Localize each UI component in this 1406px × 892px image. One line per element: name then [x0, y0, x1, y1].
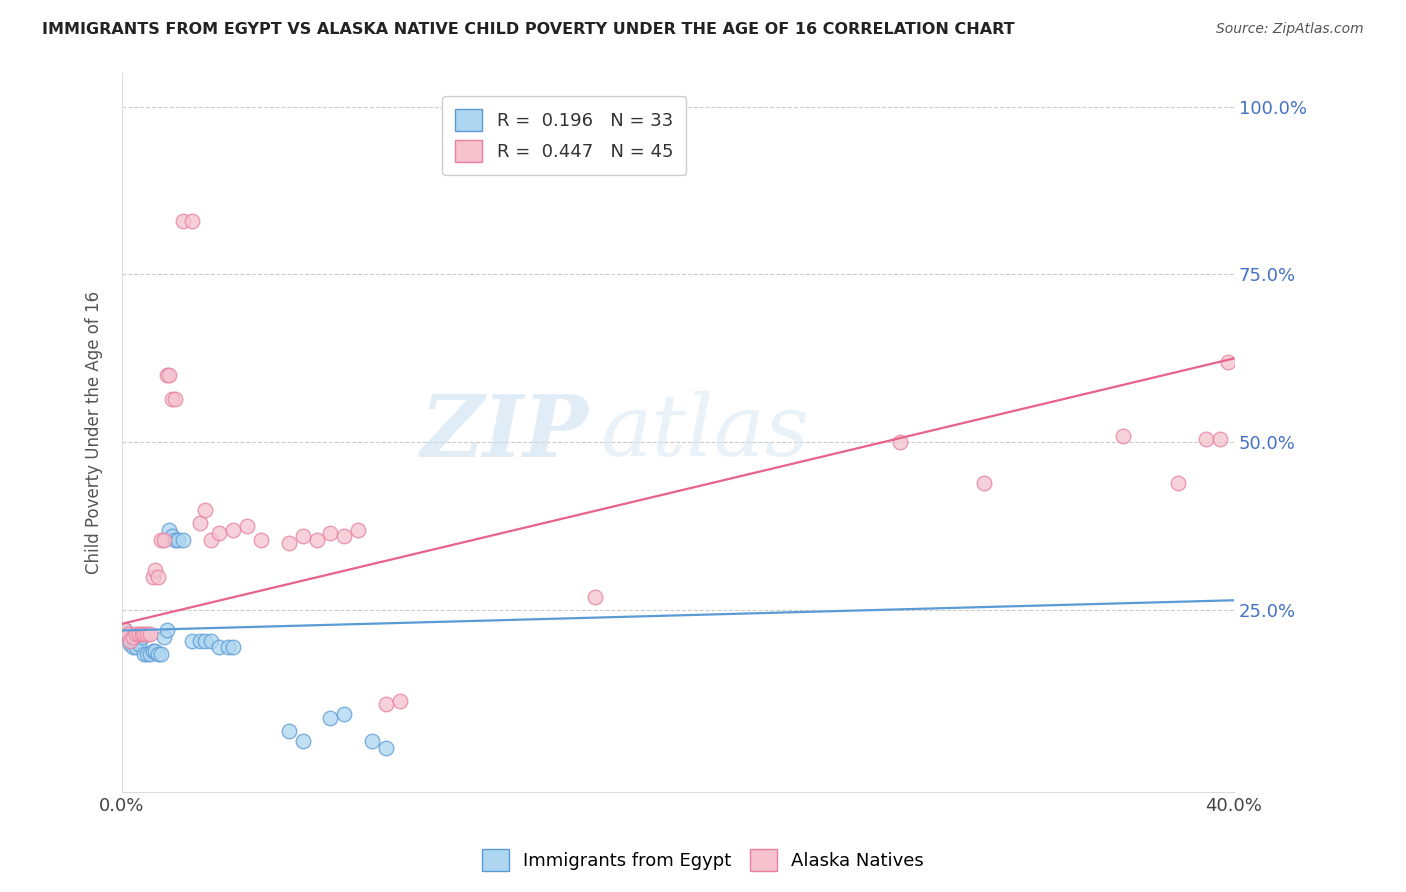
Point: [188, 516, 211, 530]
Point: [120, 637, 142, 651]
Point: [114, 624, 136, 638]
Point: [172, 533, 194, 547]
Point: [236, 519, 259, 533]
Point: [172, 213, 194, 227]
Point: [160, 529, 183, 543]
Point: [222, 640, 245, 655]
Point: [139, 627, 162, 641]
Point: [188, 633, 211, 648]
Point: [375, 741, 398, 756]
Point: [208, 526, 231, 541]
Text: Source: ZipAtlas.com: Source: ZipAtlas.com: [1216, 22, 1364, 37]
Point: [114, 624, 136, 638]
Point: [160, 392, 183, 406]
Point: [149, 533, 172, 547]
Text: IMMIGRANTS FROM EGYPT VS ALASKA NATIVE CHILD POVERTY UNDER THE AGE OF 16 CORRELA: IMMIGRANTS FROM EGYPT VS ALASKA NATIVE C…: [42, 22, 1015, 37]
Point: [1209, 432, 1232, 446]
Point: [163, 533, 186, 547]
Point: [291, 529, 314, 543]
Point: [361, 734, 384, 748]
Point: [136, 627, 159, 641]
Point: [388, 694, 411, 708]
Point: [131, 630, 153, 644]
Point: [194, 502, 217, 516]
Point: [319, 711, 342, 725]
Point: [134, 647, 156, 661]
Point: [155, 624, 177, 638]
Point: [180, 213, 202, 227]
Point: [142, 643, 165, 657]
Point: [973, 475, 995, 490]
Point: [122, 630, 145, 644]
Point: [200, 533, 222, 547]
Text: atlas: atlas: [600, 391, 810, 474]
Point: [180, 633, 202, 648]
Point: [139, 647, 162, 661]
Legend: Immigrants from Egypt, Alaska Natives: Immigrants from Egypt, Alaska Natives: [475, 842, 931, 879]
Point: [117, 627, 139, 641]
Point: [163, 392, 186, 406]
Point: [333, 707, 356, 722]
Point: [148, 570, 170, 584]
Point: [319, 526, 342, 541]
Point: [347, 523, 370, 537]
Point: [157, 368, 180, 383]
Point: [375, 698, 398, 712]
Point: [200, 633, 222, 648]
Point: [136, 647, 159, 661]
Point: [125, 640, 148, 655]
Point: [166, 533, 188, 547]
Point: [305, 533, 328, 547]
Point: [222, 523, 245, 537]
Point: [145, 563, 167, 577]
Point: [128, 637, 150, 651]
Point: [250, 533, 273, 547]
Point: [1218, 355, 1240, 369]
Point: [291, 734, 314, 748]
Point: [208, 640, 231, 655]
Point: [131, 627, 153, 641]
Point: [148, 647, 170, 661]
Point: [128, 627, 150, 641]
Point: [117, 630, 139, 644]
Point: [122, 640, 145, 655]
Legend: R =  0.196   N = 33, R =  0.447   N = 45: R = 0.196 N = 33, R = 0.447 N = 45: [443, 96, 686, 175]
Point: [125, 627, 148, 641]
Y-axis label: Child Poverty Under the Age of 16: Child Poverty Under the Age of 16: [86, 291, 103, 574]
Point: [277, 536, 299, 550]
Point: [157, 523, 180, 537]
Point: [277, 724, 299, 739]
Point: [217, 640, 239, 655]
Point: [145, 643, 167, 657]
Point: [152, 630, 174, 644]
Point: [333, 529, 356, 543]
Point: [194, 633, 217, 648]
Point: [142, 570, 165, 584]
Text: ZIP: ZIP: [422, 391, 589, 474]
Point: [1111, 428, 1133, 442]
Point: [889, 435, 911, 450]
Point: [149, 647, 172, 661]
Point: [1195, 432, 1218, 446]
Point: [120, 633, 142, 648]
Point: [583, 590, 606, 604]
Point: [155, 368, 177, 383]
Point: [134, 627, 156, 641]
Point: [152, 533, 174, 547]
Point: [1167, 475, 1189, 490]
